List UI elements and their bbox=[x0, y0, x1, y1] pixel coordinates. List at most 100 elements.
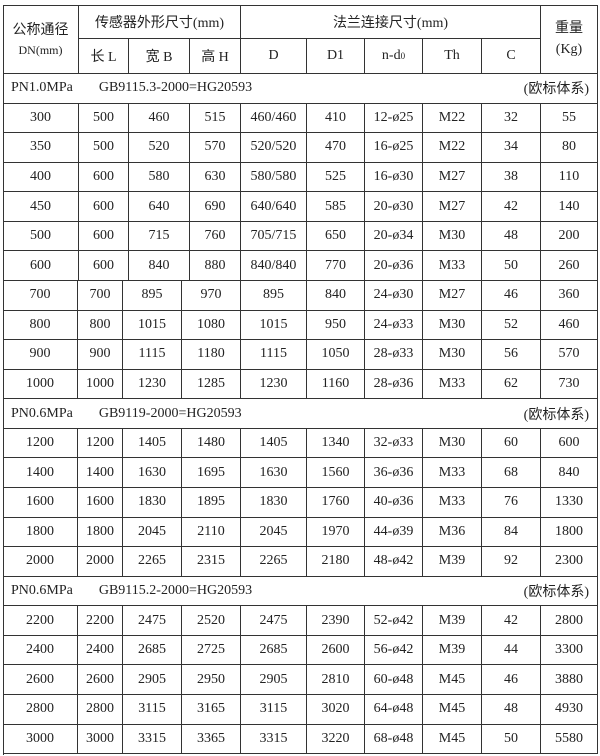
table-cell: 3000 bbox=[3, 724, 78, 755]
table-cell: 2045 bbox=[241, 517, 307, 548]
table-cell: 1630 bbox=[123, 458, 182, 488]
table-cell: 840/840 bbox=[241, 251, 307, 281]
table-cell: 715 bbox=[129, 221, 190, 252]
header-weight: 重量 (Kg) bbox=[541, 5, 598, 74]
table-cell: 44-ø39 bbox=[365, 517, 423, 548]
table-cell: 600 bbox=[541, 428, 598, 459]
table-cell: 36-ø36 bbox=[365, 458, 423, 488]
table-cell: 600 bbox=[79, 192, 129, 222]
header-col: D bbox=[241, 39, 307, 74]
pressure-label: PN1.0MPa bbox=[11, 80, 73, 96]
table-cell: 450 bbox=[3, 192, 79, 222]
table-cell: 3000 bbox=[78, 724, 123, 755]
table-cell: 3020 bbox=[307, 694, 365, 725]
table-cell: M39 bbox=[423, 606, 482, 636]
table-cell: 600 bbox=[3, 251, 79, 281]
table-cell: 260 bbox=[541, 251, 598, 281]
table-cell: 48 bbox=[482, 694, 541, 725]
table-cell: 895 bbox=[123, 280, 182, 311]
table-cell: 2800 bbox=[78, 694, 123, 725]
table-cell: 1695 bbox=[182, 458, 241, 488]
system-label: (欧标体系) bbox=[523, 407, 589, 423]
table-cell: M30 bbox=[423, 340, 482, 370]
table-cell: 50 bbox=[482, 724, 541, 755]
table-cell: 3315 bbox=[123, 724, 182, 755]
header-col-label: Th bbox=[444, 48, 460, 63]
section-header: PN0.6MPa GB9115.2-2000=HG20593 (欧标体系) bbox=[3, 576, 598, 607]
table-cell: 1560 bbox=[307, 458, 365, 488]
table-cell: 2180 bbox=[307, 547, 365, 577]
table-cell: 20-ø34 bbox=[365, 221, 423, 252]
table-cell: 20-ø30 bbox=[365, 192, 423, 222]
table-cell: 62 bbox=[482, 369, 541, 400]
table-cell: 520/520 bbox=[241, 133, 307, 163]
table-cell: 900 bbox=[78, 340, 123, 370]
table-cell: M30 bbox=[423, 221, 482, 252]
table-cell: 2685 bbox=[241, 635, 307, 666]
table-cell: 2810 bbox=[307, 665, 365, 695]
table-cell: 700 bbox=[78, 280, 123, 311]
table-cell: 1000 bbox=[3, 369, 78, 400]
table-cell: 40-ø36 bbox=[365, 487, 423, 518]
table-cell: M36 bbox=[423, 517, 482, 548]
table-cell: 640/640 bbox=[241, 192, 307, 222]
table-cell: 2300 bbox=[541, 547, 598, 577]
table-cell: 690 bbox=[190, 192, 241, 222]
table-cell: 460/460 bbox=[241, 103, 307, 134]
table-cell: 92 bbox=[482, 547, 541, 577]
table-cell: 1600 bbox=[3, 487, 78, 518]
header-col: 宽 B bbox=[129, 39, 190, 74]
table-cell: 1600 bbox=[78, 487, 123, 518]
system-label: (欧标体系) bbox=[523, 584, 589, 600]
table-cell: 410 bbox=[307, 103, 365, 134]
header-col-label: D bbox=[268, 48, 279, 63]
table-cell: 2390 bbox=[307, 606, 365, 636]
table-cell: 24-ø33 bbox=[365, 310, 423, 341]
table-cell: 48 bbox=[482, 221, 541, 252]
table-cell: 68 bbox=[482, 458, 541, 488]
table-cell: 650 bbox=[307, 221, 365, 252]
header-col: 高 H bbox=[190, 39, 241, 74]
table-cell: 32-ø33 bbox=[365, 428, 423, 459]
table-cell: 2600 bbox=[3, 665, 78, 695]
table-cell: 2905 bbox=[123, 665, 182, 695]
table-cell: 2800 bbox=[541, 606, 598, 636]
table-cell: 900 bbox=[3, 340, 78, 370]
table-cell: 515 bbox=[190, 103, 241, 134]
table-cell: 1830 bbox=[241, 487, 307, 518]
table-cell: 76 bbox=[482, 487, 541, 518]
standard-label: GB9115.3-2000=HG20593 bbox=[98, 80, 253, 96]
table-cell: 770 bbox=[307, 251, 365, 281]
table-cell: 1230 bbox=[123, 369, 182, 400]
table-cell: 42 bbox=[482, 606, 541, 636]
table-cell: 700 bbox=[3, 280, 78, 311]
header-col-label: 高 H bbox=[201, 50, 229, 65]
table-cell: 50 bbox=[482, 251, 541, 281]
table-cell: 1405 bbox=[241, 428, 307, 459]
table-cell: 68-ø48 bbox=[365, 724, 423, 755]
header-col-label: 宽 B bbox=[145, 50, 173, 65]
header-flange-group: 法兰连接尺寸(mm) bbox=[241, 5, 541, 39]
table-cell: 1200 bbox=[78, 428, 123, 459]
table-cell: 570 bbox=[190, 133, 241, 163]
table-cell: 2200 bbox=[78, 606, 123, 636]
table-cell: M33 bbox=[423, 251, 482, 281]
table-cell: 140 bbox=[541, 192, 598, 222]
table-cell: M33 bbox=[423, 369, 482, 400]
table-cell: 1630 bbox=[241, 458, 307, 488]
table-cell: 12-ø25 bbox=[365, 103, 423, 134]
table-cell: 4930 bbox=[541, 694, 598, 725]
table-cell: 1340 bbox=[307, 428, 365, 459]
table-cell: 580 bbox=[129, 162, 190, 193]
table-cell: 1970 bbox=[307, 517, 365, 548]
table-cell: M22 bbox=[423, 103, 482, 134]
table-cell: 64-ø48 bbox=[365, 694, 423, 725]
table-cell: 630 bbox=[190, 162, 241, 193]
section-header: PN1.0MPa GB9115.3-2000=HG20593 (欧标体系) bbox=[3, 74, 598, 104]
table-cell: 2000 bbox=[78, 547, 123, 577]
table-cell: 5580 bbox=[541, 724, 598, 755]
spec-table bbox=[3, 5, 598, 755]
table-cell: 2400 bbox=[78, 635, 123, 666]
table-cell: 600 bbox=[79, 251, 129, 281]
table-cell: 52-ø42 bbox=[365, 606, 423, 636]
